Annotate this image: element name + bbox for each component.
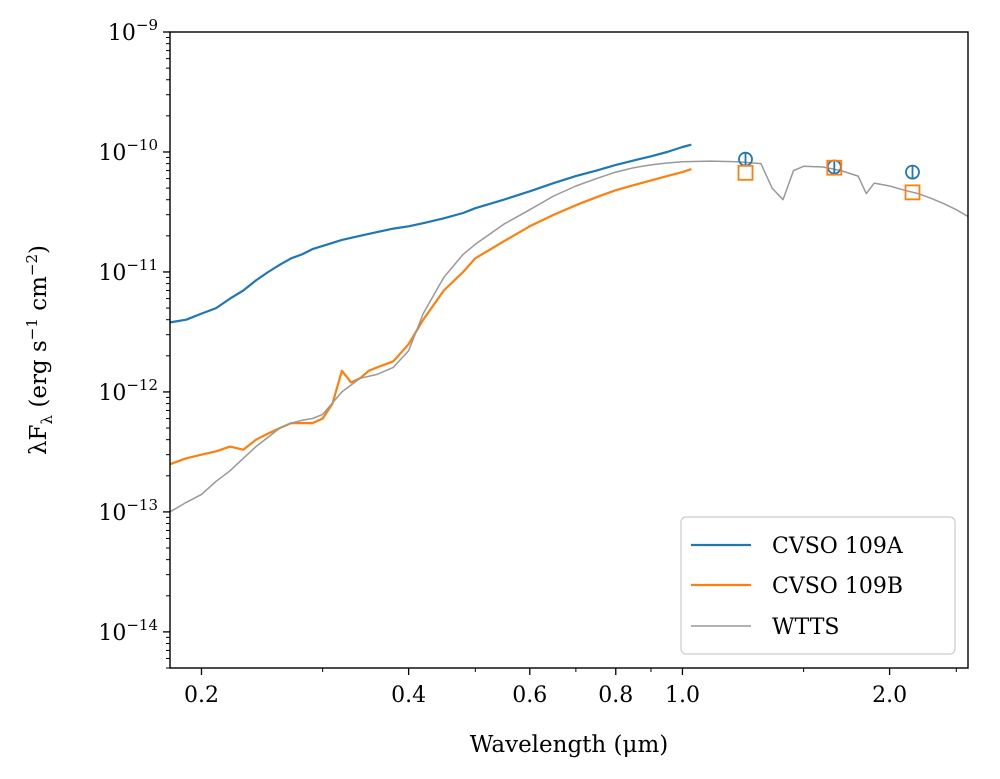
y-axis-label-close: ) xyxy=(26,245,52,254)
x-tick-label: 0.4 xyxy=(391,683,426,708)
legend-label-wtts: WTTS xyxy=(772,615,839,640)
series-layer xyxy=(170,143,968,513)
y-axis-label-lambda: λF xyxy=(26,424,52,455)
y-axis: 10−9 10−10 10−11 10−12 10−13 10−14 xyxy=(98,16,170,669)
x-axis-label: Wavelength (μm) xyxy=(470,732,669,758)
series-line-cvso-109b xyxy=(170,168,692,466)
legend: CVSO 109A CVSO 109B WTTS xyxy=(680,516,956,655)
y-tick-label: 10−12 xyxy=(98,376,158,406)
x-tick-label: 1.0 xyxy=(665,683,700,708)
legend-box xyxy=(680,516,956,655)
photometry-point-b xyxy=(737,164,754,181)
plot-frame xyxy=(169,31,969,669)
photometry-point-b xyxy=(826,159,843,176)
y-tick-label: 10−11 xyxy=(98,256,158,286)
x-tick-label: 0.8 xyxy=(598,683,633,708)
y-axis-label-exp1: −1 xyxy=(23,318,41,340)
series-line-cvso-109a xyxy=(170,143,692,324)
y-axis-label-exp2: −2 xyxy=(23,254,41,276)
y-axis-label-units: (erg s xyxy=(26,340,52,415)
y-axis-label-sub: λ xyxy=(38,414,56,424)
y-tick-label: 10−9 xyxy=(108,16,158,46)
y-axis-label-cm: cm xyxy=(26,276,52,318)
legend-label-cvso-109b: CVSO 109B xyxy=(772,574,903,599)
series-line-wtts xyxy=(170,160,968,513)
x-tick-label: 2.0 xyxy=(872,683,907,708)
legend-label-cvso-109a: CVSO 109A xyxy=(772,534,904,559)
photometry-layer xyxy=(737,151,921,201)
y-axis-label: λFλ (erg s−1 cm−2) xyxy=(23,245,56,455)
x-tick-label: 0.2 xyxy=(184,683,219,708)
x-axis: 0.2 0.4 0.6 0.8 1.0 2.0 xyxy=(184,668,957,708)
y-tick-label: 10−13 xyxy=(98,496,158,526)
y-tick-label: 10−10 xyxy=(98,136,158,166)
y-tick-label: 10−14 xyxy=(98,616,158,646)
x-tick-label: 0.6 xyxy=(512,683,547,708)
photometry-point-b xyxy=(904,184,921,201)
